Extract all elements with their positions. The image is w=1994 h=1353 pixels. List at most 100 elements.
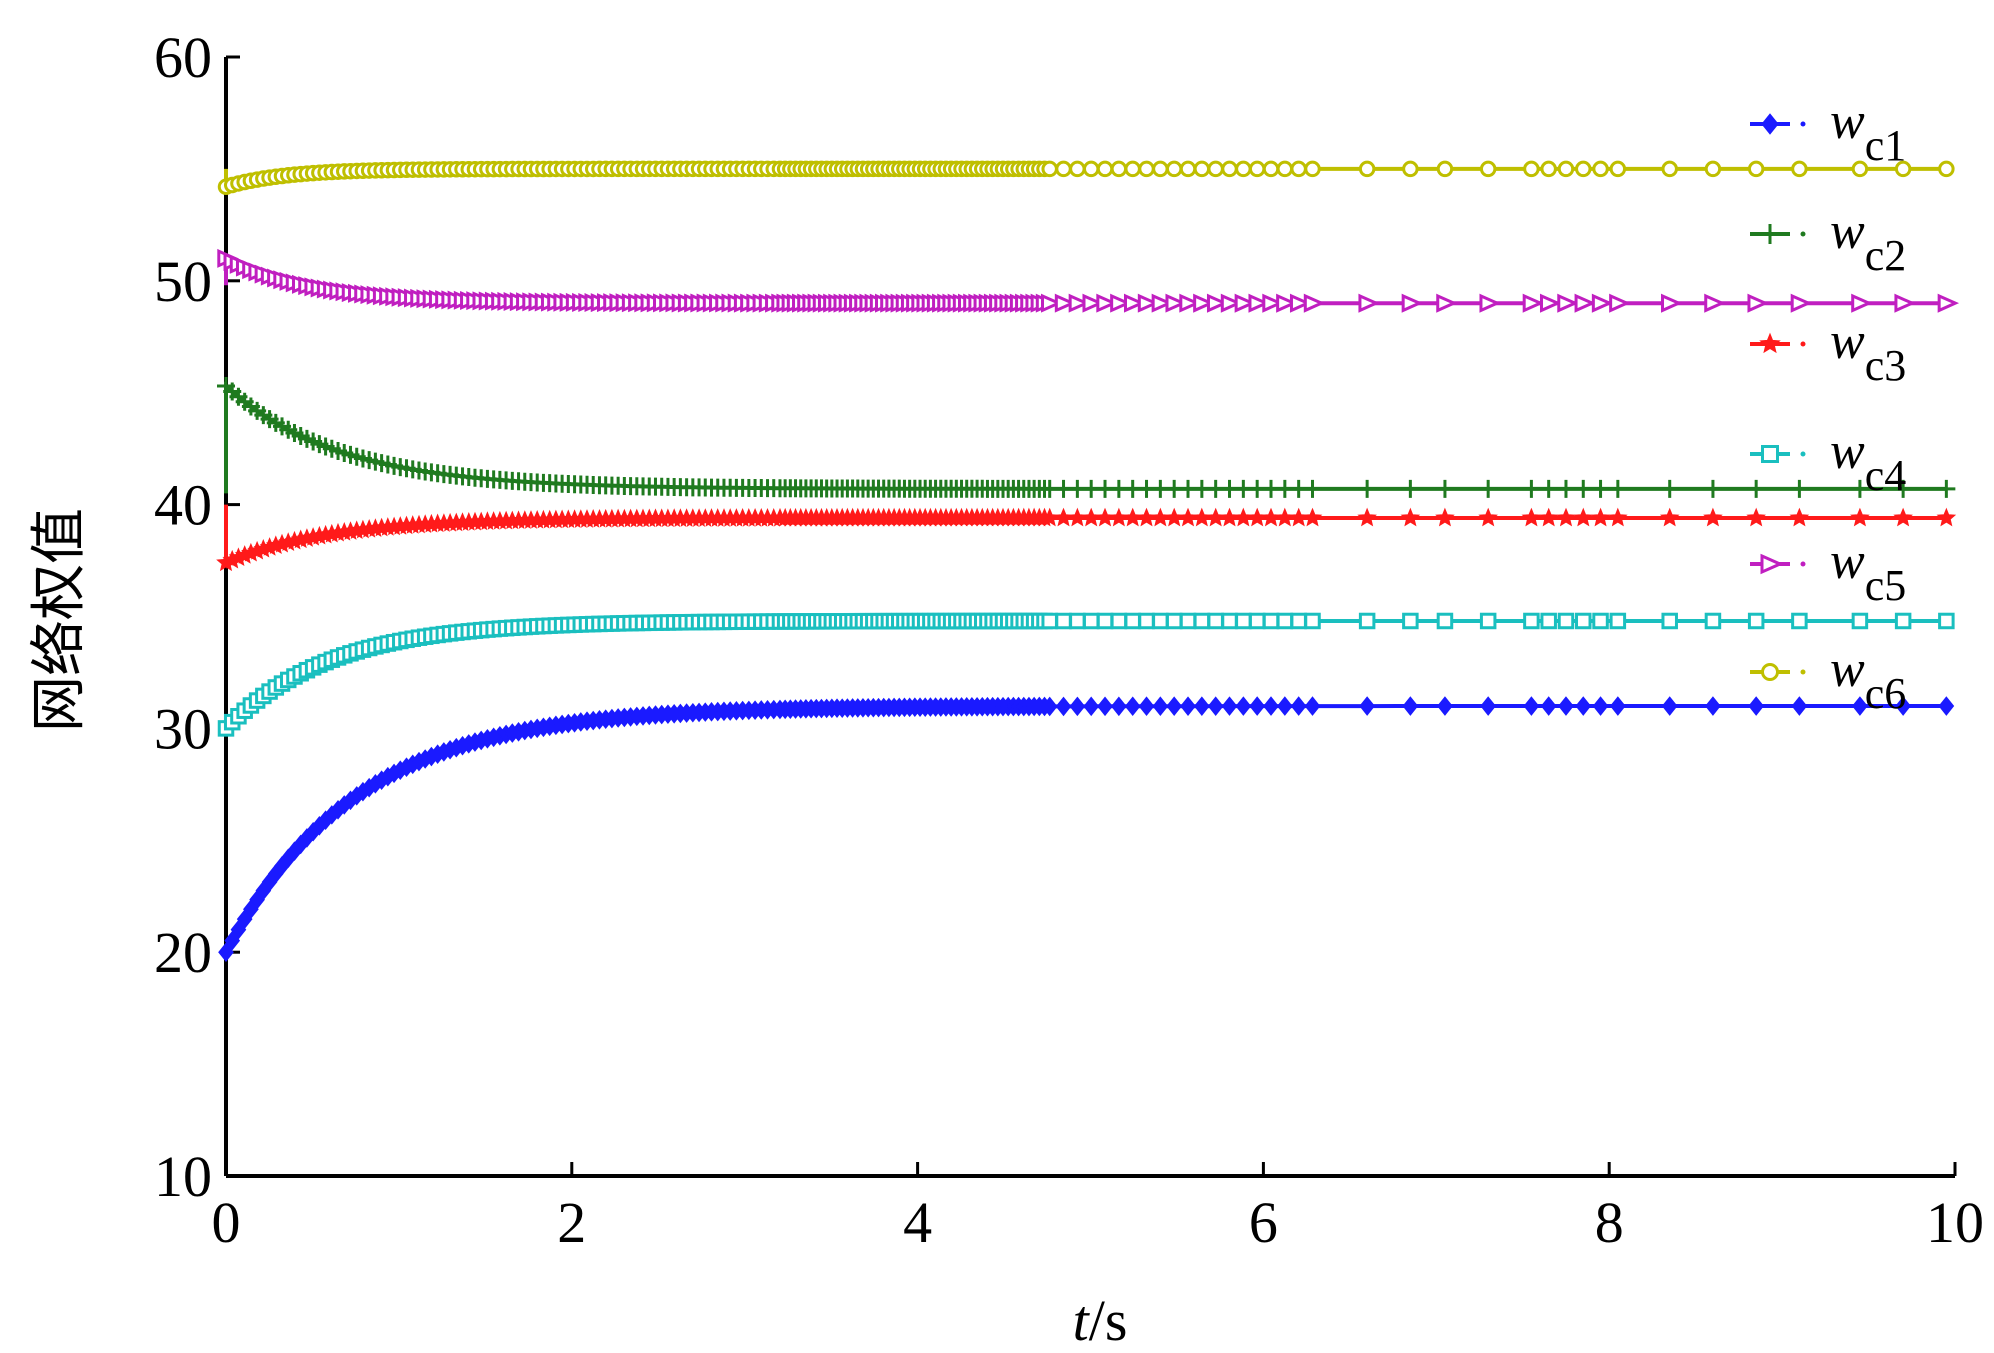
series-point-c6 (1041, 160, 1058, 178)
x-tick-label: 0 (212, 1190, 241, 1255)
series-point-c6 (1479, 160, 1497, 178)
series-point-c3 (1302, 507, 1323, 527)
series-point-c3 (1081, 507, 1102, 527)
series-point-c1 (1249, 696, 1266, 716)
series-point-c5 (1262, 293, 1284, 313)
series-point-c5 (1165, 293, 1187, 313)
series-point-c1 (1235, 696, 1252, 716)
legend-item-c4: wc4 (1750, 423, 1906, 500)
series-point-c3 (1164, 507, 1184, 527)
series-point-c5 (1851, 293, 1873, 313)
legend-label-main: w (1830, 533, 1865, 590)
y-tick-label: 50 (154, 249, 212, 314)
series-point-c1 (1558, 696, 1574, 716)
series-point-c1 (1304, 696, 1321, 716)
legend-marker-c4 (1761, 445, 1779, 463)
series-point-c5 (1539, 293, 1562, 313)
series-point-c4 (1276, 612, 1294, 630)
legend-dot-c4 (1800, 451, 1806, 457)
y-axis-label: 网络权值 (27, 508, 92, 732)
series-point-c4 (1069, 612, 1086, 630)
series-point-c1 (1207, 696, 1224, 716)
series-point-c6 (1165, 160, 1183, 178)
x-tick-label: 10 (1926, 1190, 1984, 1255)
series-point-c4 (1557, 612, 1575, 630)
series-point-c1 (1097, 696, 1113, 717)
series-point-c6 (1207, 160, 1224, 178)
series-point-c5 (1248, 293, 1270, 313)
series-point-c4 (1124, 612, 1141, 630)
series-point-c5 (1609, 293, 1631, 313)
series-point-c3 (1178, 507, 1198, 527)
series-point-c4 (1704, 612, 1722, 630)
series-point-c4 (1041, 612, 1058, 630)
series-point-c1 (1523, 696, 1540, 716)
series-point-c5 (1574, 293, 1596, 313)
series-point-c4 (1436, 612, 1454, 630)
series-point-c4 (1193, 612, 1211, 630)
series-point-c2 (1358, 479, 1377, 498)
series-point-c3 (1893, 507, 1913, 527)
series-point-c5 (1193, 293, 1215, 313)
series-point-c4 (1096, 612, 1114, 630)
series-point-c5 (1151, 293, 1174, 313)
series-point-c6 (1609, 160, 1627, 178)
series-point-c6 (1179, 160, 1197, 178)
series-point-c1 (1083, 696, 1100, 717)
series-point-c4 (1165, 612, 1183, 630)
legend-label-sub: c1 (1865, 121, 1907, 170)
series-point-c4 (1221, 612, 1238, 630)
series-point-c3 (1109, 507, 1129, 527)
y-tick-label: 20 (154, 920, 212, 985)
series-point-c4 (1248, 612, 1266, 630)
series-point-c4 (1402, 612, 1419, 630)
series-point-c4 (1661, 612, 1678, 630)
series-point-c6 (1262, 160, 1280, 178)
series-point-c3 (1053, 507, 1074, 527)
series-point-c5 (1591, 293, 1614, 313)
series-point-c1 (1480, 696, 1497, 716)
legend-item-c2: wc2 (1750, 203, 1906, 280)
series-point-c6 (1124, 160, 1141, 178)
series-point-c6 (1082, 160, 1100, 178)
series-point-c6 (1575, 160, 1592, 178)
series-c4 (217, 612, 1955, 737)
series-point-c4 (1540, 612, 1557, 630)
series-point-c6 (1894, 160, 1912, 178)
series-point-c4 (1082, 612, 1100, 630)
series-point-c6 (1661, 160, 1678, 178)
series-point-c4 (1791, 612, 1808, 630)
series-point-c2 (1435, 479, 1454, 498)
series-point-c3 (1703, 507, 1723, 527)
series-point-c3 (1247, 507, 1267, 527)
series-point-c6 (1402, 160, 1419, 178)
series-point-c1 (1540, 696, 1557, 716)
series-point-c4 (1179, 612, 1197, 630)
series-c3 (216, 504, 1957, 572)
series-point-c4 (1207, 612, 1224, 630)
series-point-c1 (1852, 696, 1868, 716)
series-c1 (218, 696, 1955, 963)
series-point-c1 (1041, 696, 1058, 717)
series-point-c5 (1522, 293, 1545, 313)
series-point-c3 (1205, 507, 1226, 527)
series-point-c2 (1556, 479, 1575, 498)
series-point-c6 (1358, 160, 1376, 178)
series-point-c5 (1234, 293, 1257, 313)
series-point-c3 (1122, 507, 1143, 527)
series-point-c5 (1436, 293, 1458, 313)
series-point-c4 (1592, 612, 1609, 630)
series-point-c2 (1937, 479, 1956, 498)
legend-dot-c5 (1800, 561, 1806, 567)
series-point-c6 (1276, 160, 1294, 178)
series-point-c1 (1166, 696, 1183, 716)
series-point-c2 (1401, 479, 1420, 498)
legend-label-sub: c3 (1865, 341, 1907, 390)
series-point-c2 (1660, 479, 1679, 498)
series-point-c1 (1661, 696, 1678, 716)
series-point-c3 (1608, 507, 1628, 527)
series-point-c3 (1573, 507, 1594, 527)
series-point-c3 (1936, 507, 1957, 527)
legend-marker-c3 (1759, 332, 1781, 354)
